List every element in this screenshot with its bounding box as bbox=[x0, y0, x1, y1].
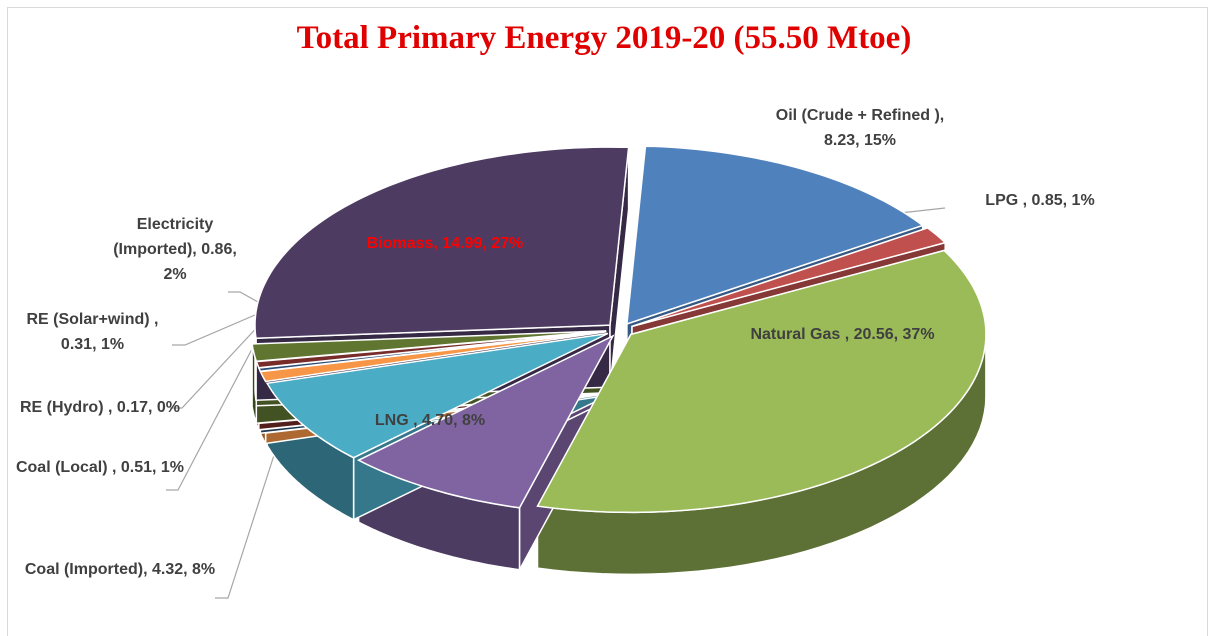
data-label: Natural Gas , 20.56, 37% bbox=[750, 326, 935, 343]
leader-line bbox=[228, 291, 259, 303]
data-label: Coal (Local) , 0.51, 1% bbox=[15, 459, 185, 476]
leader-line bbox=[166, 329, 263, 491]
slice bbox=[265, 332, 609, 459]
slice bbox=[356, 334, 615, 509]
leader-lines bbox=[166, 207, 946, 599]
slice bbox=[254, 146, 630, 339]
slice bbox=[626, 145, 925, 325]
leader-line bbox=[215, 389, 296, 599]
data-label: Coal (Imported), 4.32, 8% bbox=[24, 561, 216, 578]
slice bbox=[251, 330, 607, 362]
data-label: Electricity (Imported), 0.86, 2% bbox=[113, 216, 237, 283]
data-label: Biomass, 14.99, 27% bbox=[366, 235, 524, 252]
data-label: RE (Solar+wind) , 0.31, 1% bbox=[26, 311, 159, 353]
data-label: Oil (Crude + Refined ), 8.23, 15% bbox=[775, 107, 945, 149]
data-label: LPG , 0.85, 1% bbox=[985, 192, 1095, 209]
slice bbox=[536, 249, 987, 514]
leader-line bbox=[170, 321, 263, 409]
leader-line bbox=[899, 207, 946, 214]
leader-line bbox=[172, 311, 263, 346]
data-label: LNG , 4.70, 8% bbox=[374, 412, 486, 429]
chart-title: Total Primary Energy 2019-20 (55.50 Mtoe… bbox=[296, 20, 912, 56]
slice bbox=[631, 227, 947, 328]
data-label: RE (Hydro) , 0.17, 0% bbox=[19, 399, 181, 416]
